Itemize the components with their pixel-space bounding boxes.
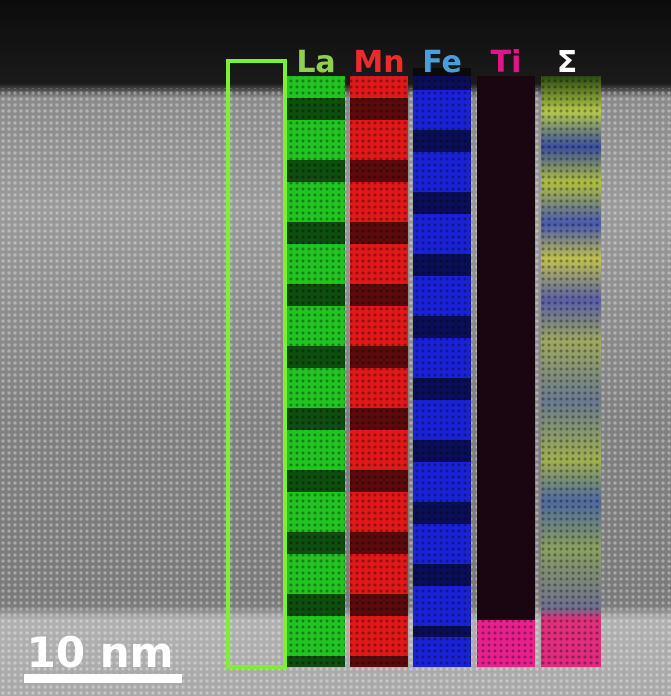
element-label: Σ [557, 45, 578, 80]
element-label: La [296, 45, 335, 80]
la-map [287, 76, 345, 667]
scale-bar-label: 10 nm [27, 628, 174, 677]
ti-map [477, 76, 535, 667]
fe-map [413, 46, 471, 667]
mn-map [350, 76, 408, 667]
scale-bar [24, 674, 182, 683]
element-label: Fe [422, 45, 462, 80]
element-label: Ti [491, 45, 522, 80]
element-label: Mn [353, 45, 404, 80]
micrograph: La Mn Fe Ti Σ 10 nm [0, 0, 671, 696]
sum-map [541, 76, 601, 667]
